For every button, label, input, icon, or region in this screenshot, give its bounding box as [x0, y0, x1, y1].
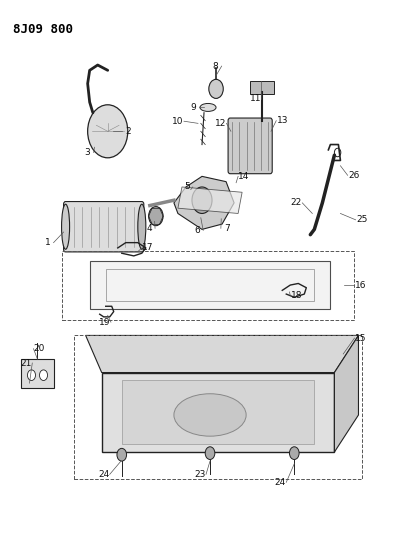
- Circle shape: [209, 79, 223, 99]
- Text: 3: 3: [85, 148, 90, 157]
- Text: 16: 16: [355, 280, 366, 289]
- FancyBboxPatch shape: [228, 118, 272, 174]
- FancyBboxPatch shape: [63, 201, 144, 252]
- Circle shape: [149, 207, 163, 225]
- Text: 24: 24: [98, 470, 109, 479]
- Text: 10: 10: [172, 117, 184, 126]
- Text: 5: 5: [184, 182, 189, 191]
- FancyBboxPatch shape: [250, 81, 274, 94]
- Text: 15: 15: [355, 334, 366, 343]
- Polygon shape: [174, 176, 234, 229]
- Circle shape: [205, 447, 215, 459]
- Text: 18: 18: [290, 291, 302, 300]
- Text: 24: 24: [275, 478, 286, 487]
- Text: 19: 19: [99, 318, 111, 327]
- Ellipse shape: [200, 103, 216, 111]
- Text: 13: 13: [276, 116, 288, 125]
- Text: 6: 6: [194, 226, 200, 235]
- Text: 11: 11: [250, 94, 261, 103]
- Text: 12: 12: [215, 119, 226, 128]
- Polygon shape: [122, 381, 314, 444]
- Circle shape: [40, 370, 48, 381]
- Circle shape: [88, 105, 128, 158]
- Ellipse shape: [138, 204, 146, 249]
- Polygon shape: [335, 335, 358, 452]
- Polygon shape: [90, 261, 330, 309]
- Text: 8: 8: [213, 62, 219, 70]
- Circle shape: [335, 148, 341, 157]
- Polygon shape: [102, 373, 335, 452]
- Text: 4: 4: [146, 224, 152, 233]
- Text: 21: 21: [21, 359, 32, 367]
- Polygon shape: [86, 335, 358, 373]
- Text: 14: 14: [238, 172, 250, 181]
- Text: 23: 23: [194, 470, 206, 479]
- Polygon shape: [178, 187, 242, 214]
- Ellipse shape: [174, 394, 246, 436]
- Circle shape: [27, 370, 36, 381]
- Circle shape: [290, 447, 299, 459]
- Text: 9: 9: [190, 103, 196, 112]
- Text: 22: 22: [290, 198, 302, 207]
- Text: 8J09 800: 8J09 800: [13, 22, 74, 36]
- Text: 17: 17: [142, 244, 154, 253]
- FancyBboxPatch shape: [21, 359, 54, 389]
- Text: 20: 20: [34, 344, 45, 353]
- Circle shape: [117, 448, 126, 461]
- Text: 25: 25: [356, 215, 367, 224]
- Text: 7: 7: [224, 224, 230, 233]
- Ellipse shape: [61, 204, 69, 249]
- Text: 2: 2: [125, 127, 130, 136]
- Text: 26: 26: [348, 171, 359, 180]
- Circle shape: [192, 187, 212, 214]
- Text: 1: 1: [45, 238, 50, 247]
